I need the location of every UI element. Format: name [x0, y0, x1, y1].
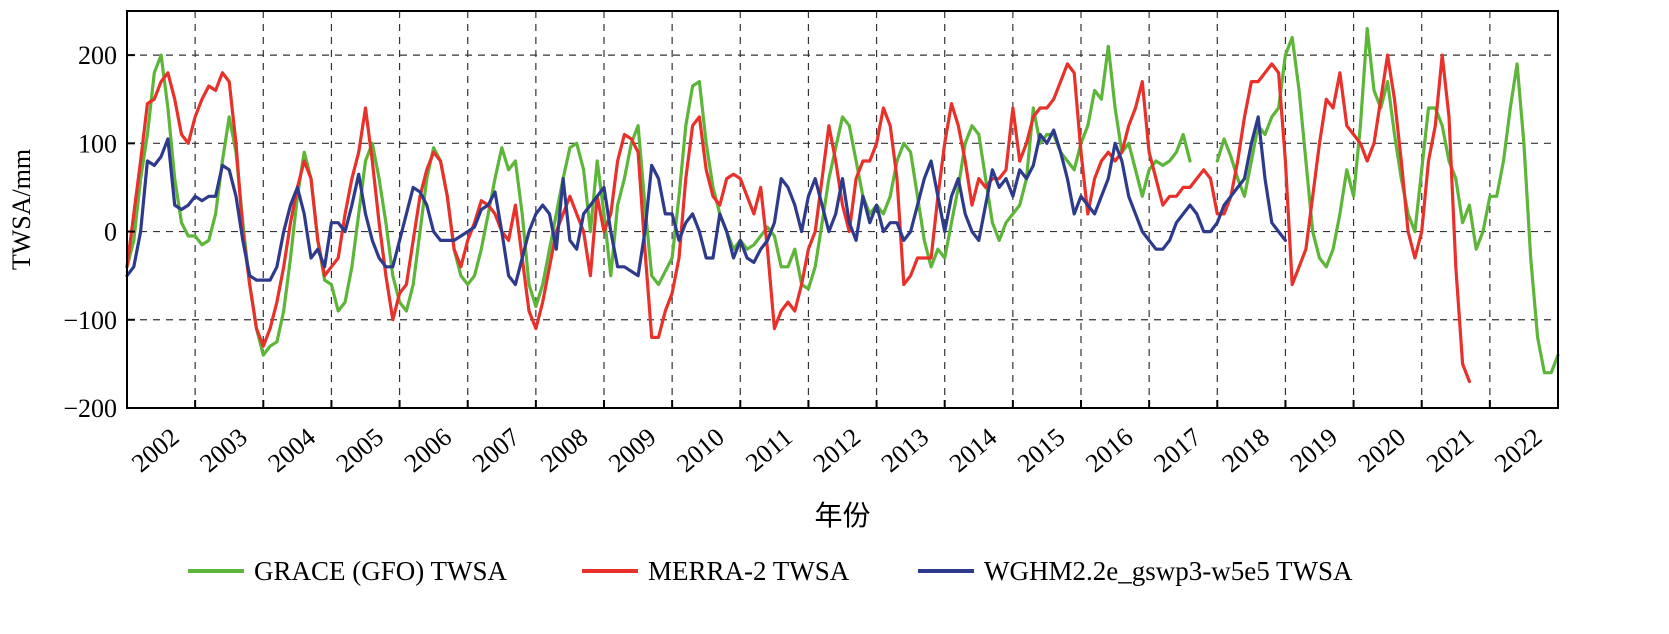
x-tick-label: 2020: [1353, 422, 1411, 478]
x-tick-label: 2018: [1216, 422, 1274, 478]
x-tick-label: 2006: [399, 422, 457, 478]
legend-label: GRACE (GFO) TWSA: [254, 556, 508, 586]
x-tick-label: 2022: [1489, 422, 1547, 478]
series-line-2: [125, 115, 1287, 287]
plot-frame: [126, 10, 1559, 409]
series-line-0: [125, 44, 1192, 357]
x-tick-label: 2015: [1012, 422, 1070, 478]
y-tick-label: 0: [104, 218, 117, 247]
y-tick-label: 100: [78, 129, 117, 158]
y-tick-label: −200: [63, 394, 117, 423]
y-tick-label: −100: [63, 306, 117, 335]
x-tick-labels: 2002 2003 2004 2005 2006 2007 2008 2009 2010 2011…: [126, 422, 1547, 478]
x-tick-label: 2017: [1148, 422, 1206, 478]
x-tick-label: 2019: [1285, 422, 1343, 478]
x-tick-label: 2005: [331, 422, 389, 478]
x-tick-label: 2010: [671, 422, 729, 478]
x-tick-label: 2011: [740, 422, 798, 477]
x-tick-label: 2007: [467, 422, 525, 478]
x-tick-label: 2013: [876, 422, 934, 478]
series-line-1: [125, 53, 1471, 384]
x-axis-label: 年份: [814, 500, 870, 532]
x-tick-label: 2021: [1421, 422, 1479, 478]
legend: GRACE (GFO) TWSA MERRA-2 TWSA WGHM2.2e_gsw…: [188, 556, 1353, 586]
y-tick-labels: −200 −100 0 100 200: [63, 41, 117, 423]
x-tick-label: 2008: [535, 422, 593, 478]
x-tick-label: 2009: [603, 422, 661, 478]
axis-ticks: [127, 54, 1559, 409]
x-tick-label: 2002: [126, 422, 184, 478]
y-axis-label: TWSA/mm: [7, 149, 36, 270]
legend-label: MERRA-2 TWSA: [648, 556, 850, 586]
x-tick-label: 2004: [262, 422, 320, 478]
series-line-0: [1215, 27, 1560, 375]
x-tick-label: 2014: [944, 422, 1002, 478]
x-tick-label: 2003: [194, 422, 252, 478]
x-tick-label: 2012: [808, 422, 866, 478]
x-tick-label: 2016: [1080, 422, 1138, 478]
grid-lines: [127, 11, 1559, 408]
y-tick-label: 200: [78, 41, 117, 70]
legend-label: WGHM2.2e_gswp3-w5e5 TWSA: [984, 556, 1353, 586]
series-lines: [125, 27, 1560, 384]
